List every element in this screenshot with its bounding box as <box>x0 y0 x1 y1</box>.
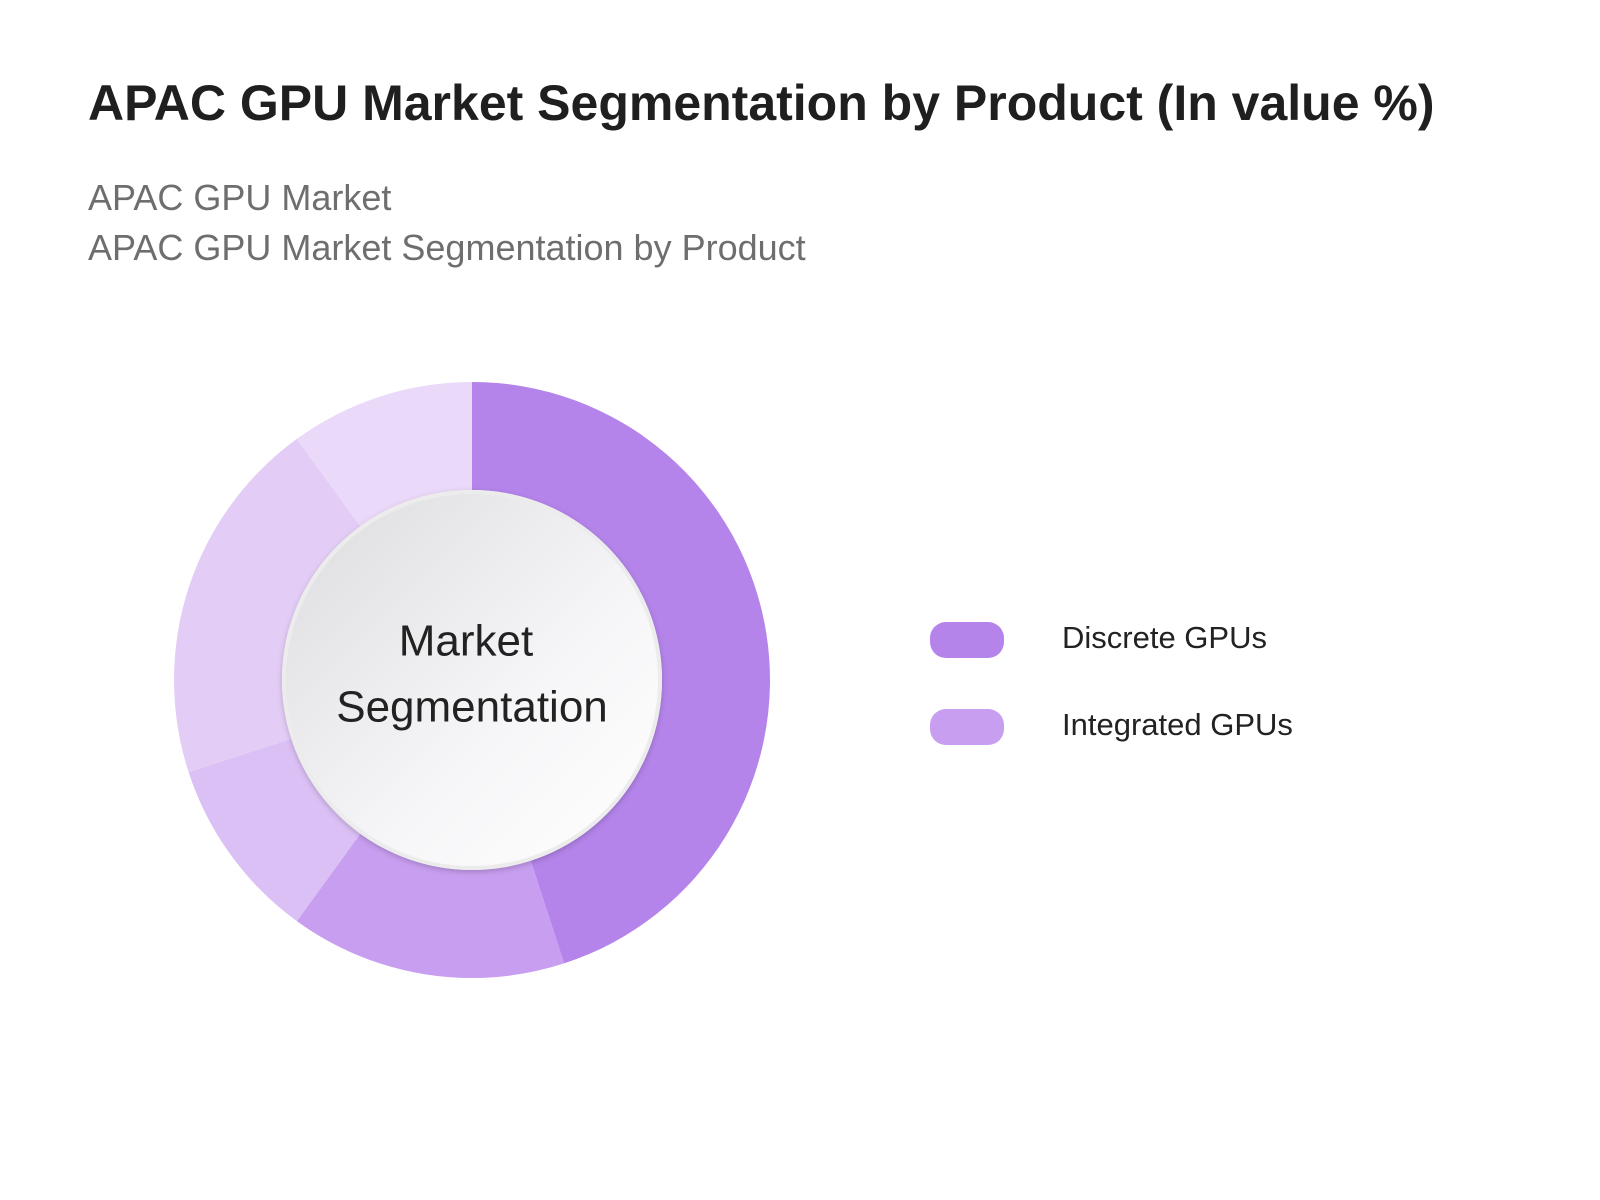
center-label: Market <box>399 617 533 666</box>
donut-center <box>282 490 662 870</box>
chart-title: APAC GPU Market Segmentation by Product … <box>88 75 1435 131</box>
subtitle: APAC GPU Market <box>88 177 391 218</box>
legend-swatch <box>930 622 1004 658</box>
donut-segment <box>296 382 472 527</box>
center-label: Segmentation <box>336 683 608 732</box>
donut-segment <box>173 438 361 773</box>
donut-segment <box>296 833 565 978</box>
legend-swatch <box>930 709 1004 745</box>
legend: Discrete GPUs Integrated GPUs <box>930 620 1293 745</box>
legend-label: Discrete GPUs <box>1062 620 1267 655</box>
subtitle: APAC GPU Market Segmentation by Product <box>88 227 806 268</box>
legend-label: Integrated GPUs <box>1062 707 1293 742</box>
donut-segment <box>188 738 361 922</box>
donut <box>173 382 770 978</box>
donut-segment <box>472 382 770 964</box>
